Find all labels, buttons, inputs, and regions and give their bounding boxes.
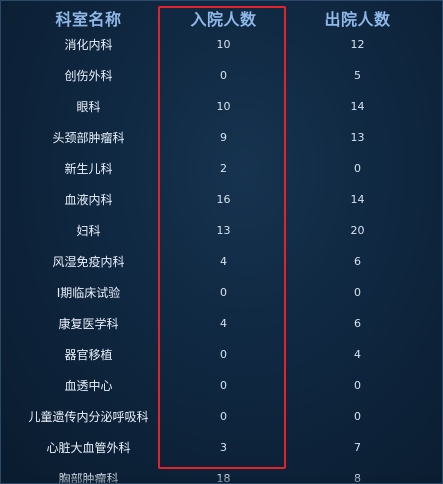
discharges-cell: 4 (354, 348, 361, 361)
admissions-cell: 10 (216, 38, 231, 51)
table-row: 新生儿科 2 0 (1, 153, 442, 184)
table-row: 器官移植 0 4 (1, 339, 442, 370)
table-row: I期临床试验 0 0 (1, 277, 442, 308)
discharges-cell: 0 (354, 379, 361, 392)
discharges-cell: 6 (354, 317, 361, 330)
admissions-cell: 0 (220, 69, 227, 82)
admissions-cell: 10 (216, 100, 231, 113)
admissions-cell: 2 (220, 162, 227, 175)
admissions-cell: 0 (220, 410, 227, 423)
header-discharges: 出院人数 (324, 9, 391, 29)
admissions-cell: 16 (216, 193, 231, 206)
table-row: 儿童遗传内分泌呼吸科 0 0 (1, 401, 442, 432)
discharges-cell: 0 (354, 410, 361, 423)
admissions-cell: 9 (220, 131, 227, 144)
header-admissions: 入院人数 (190, 9, 257, 29)
dept-name-cell: 创伤外科 (64, 69, 113, 83)
table-row: 头颈部肿瘤科 9 13 (1, 122, 442, 153)
header-dept-name: 科室名称 (55, 9, 122, 29)
table-header: 科室名称 入院人数 出院人数 (1, 1, 442, 34)
table-row: 消化内科 10 12 (1, 29, 442, 60)
table-row: 眼科 10 14 (1, 91, 442, 122)
dept-name-cell: 血液内科 (64, 193, 113, 207)
dept-name-cell: 器官移植 (64, 348, 113, 362)
discharges-cell: 5 (354, 69, 361, 82)
dept-name-cell: 眼科 (76, 100, 101, 114)
admissions-cell: 0 (220, 379, 227, 392)
dept-name-cell: 新生儿科 (64, 162, 113, 176)
table-row: 妇科 13 20 (1, 215, 442, 246)
discharges-cell: 14 (350, 100, 365, 113)
table-row: 血液内科 16 14 (1, 184, 442, 215)
dept-name-cell: 康复医学科 (58, 317, 119, 331)
table-row: 风湿免疫内科 4 6 (1, 246, 442, 277)
discharges-cell: 20 (350, 224, 365, 237)
discharges-cell: 14 (350, 193, 365, 206)
discharges-cell: 7 (354, 441, 361, 454)
dept-name-cell: 儿童遗传内分泌呼吸科 (28, 410, 149, 424)
dept-name-cell: 风湿免疫内科 (52, 255, 125, 269)
table-row: 心脏大血管外科 3 7 (1, 432, 442, 463)
discharges-cell: 12 (350, 38, 365, 51)
admissions-cell: 0 (220, 348, 227, 361)
discharges-cell: 6 (354, 255, 361, 268)
discharges-cell: 13 (350, 131, 365, 144)
table-row: 创伤外科 0 5 (1, 60, 442, 91)
admissions-cell: 3 (220, 441, 227, 454)
table-row: 康复医学科 4 6 (1, 308, 442, 339)
dept-name-cell: 血透中心 (64, 379, 113, 393)
discharges-cell: 0 (354, 286, 361, 299)
admissions-cell: 4 (220, 317, 227, 330)
admissions-cell: 13 (216, 224, 231, 237)
discharges-cell: 0 (354, 162, 361, 175)
table-row: 血透中心 0 0 (1, 370, 442, 401)
dept-name-cell: 头颈部肿瘤科 (52, 131, 125, 145)
scroll-fade (1, 473, 442, 483)
table-body[interactable]: 消化内科 10 12 创伤外科 0 5 眼科 10 14 头颈部肿瘤科 9 13… (1, 29, 442, 483)
dept-name-cell: 妇科 (76, 224, 101, 238)
admissions-cell: 0 (220, 286, 227, 299)
admissions-cell: 4 (220, 255, 227, 268)
dept-name-cell: I期临床试验 (56, 286, 121, 300)
dept-name-cell: 心脏大血管外科 (46, 441, 131, 455)
dept-name-cell: 消化内科 (64, 38, 113, 52)
